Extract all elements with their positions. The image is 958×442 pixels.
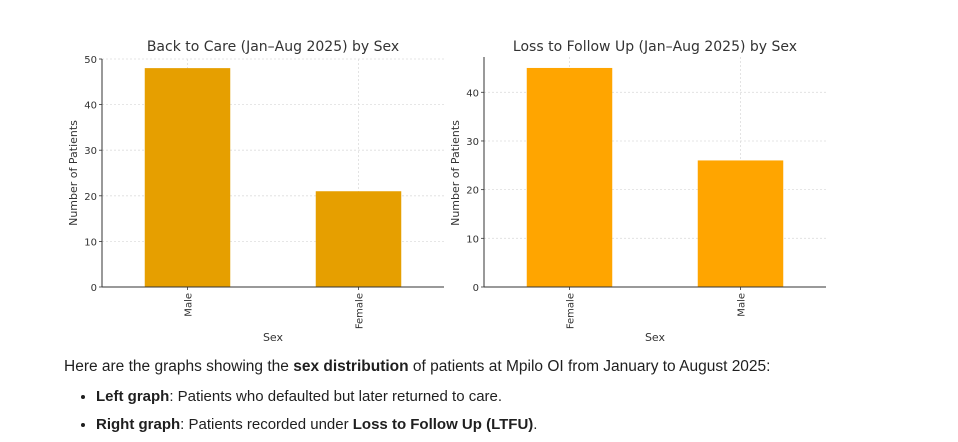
x-tick-label: Female [355, 293, 366, 329]
bar-female [526, 67, 613, 287]
bullet-text: : Patients who defaulted but later retur… [169, 388, 503, 405]
back-to-care-chart-svg: Back to Care (Jan–Aug 2025) by Sex 0 10 20… [67, 39, 444, 344]
x-axis-label: Sex [645, 331, 666, 344]
y-tick-label: 20 [84, 192, 97, 203]
y-tick-label: 20 [466, 186, 479, 197]
y-tick-label: 40 [84, 101, 97, 112]
x-tick-label: Male [737, 293, 748, 317]
intro-text-end: of patients at Mpilo OI from January to … [408, 358, 771, 375]
bar-female [315, 191, 402, 287]
bullet-bold: Right graph [96, 416, 181, 433]
loss-to-follow-up-chart-svg: Loss to Follow Up (Jan–Aug 2025) by Sex … [449, 39, 826, 344]
y-tick-label: 40 [466, 88, 479, 99]
intro-text: Here are the graphs showing the [64, 358, 294, 375]
y-axis-label: Number of Patients [67, 120, 80, 226]
y-tick-label: 10 [466, 234, 479, 245]
bar-male [144, 68, 231, 288]
bullet-list: Left graph: Patients who defaulted but l… [64, 386, 944, 436]
y-tick-label: 0 [473, 283, 479, 294]
intro-paragraph: Here are the graphs showing the sex dist… [64, 356, 944, 378]
response-text: Here are the graphs showing the sex dist… [64, 356, 944, 442]
bullet-bold-2: Loss to Follow Up (LTFU) [352, 416, 534, 433]
bullet-left-graph: Left graph: Patients who defaulted but l… [96, 386, 944, 408]
y-tick-label: 0 [91, 283, 97, 294]
x-tick-label: Male [184, 293, 195, 317]
bullet-bold: Left graph [96, 388, 170, 405]
y-axis-label: Number of Patients [449, 120, 462, 226]
x-tick-label: Female [566, 293, 577, 329]
bullet-text: : Patients recorded under [180, 416, 353, 433]
intro-bold: sex distribution [293, 358, 409, 375]
y-tick-label: 10 [84, 237, 97, 248]
loss-to-follow-up-chart: Loss to Follow Up (Jan–Aug 2025) by Sex … [440, 0, 910, 350]
y-tick-label: 30 [466, 137, 479, 148]
chart-title: Loss to Follow Up (Jan–Aug 2025) by Sex [513, 39, 797, 55]
back-to-care-chart: Back to Care (Jan–Aug 2025) by Sex 0 10 20… [0, 0, 470, 350]
x-axis-label: Sex [263, 331, 284, 344]
bar-male [697, 160, 784, 287]
y-tick-label: 30 [84, 146, 97, 157]
y-tick-label: 50 [84, 55, 97, 66]
bullet-right-graph: Right graph: Patients recorded under Los… [96, 414, 944, 436]
bullet-text-2: . [533, 416, 538, 433]
chart-title: Back to Care (Jan–Aug 2025) by Sex [147, 39, 399, 55]
